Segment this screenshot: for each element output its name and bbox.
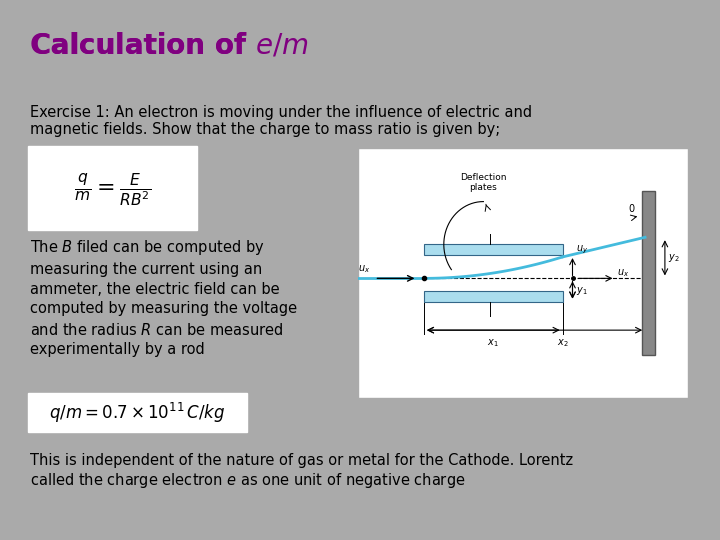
Text: Exercise 1: An electron is moving under the influence of electric and
magnetic f: Exercise 1: An electron is moving under … — [30, 105, 532, 137]
Polygon shape — [424, 291, 562, 301]
Text: Calculation of $\it{e/m}$: Calculation of $\it{e/m}$ — [30, 32, 309, 60]
Text: $x_2$: $x_2$ — [557, 338, 568, 349]
Text: Calculation of: Calculation of — [30, 32, 256, 60]
Text: $y_1$: $y_1$ — [576, 285, 588, 297]
Text: 0: 0 — [629, 204, 635, 214]
Text: $u_y$: $u_y$ — [576, 244, 588, 256]
Text: This is independent of the nature of gas or metal for the Cathode. Lorentz
calle: This is independent of the nature of gas… — [30, 453, 573, 490]
Text: $u_x$: $u_x$ — [358, 263, 370, 275]
Text: $q / m = 0.7 \times 10^{11}\, C / kg$: $q / m = 0.7 \times 10^{11}\, C / kg$ — [49, 401, 225, 425]
Text: Deflection
plates: Deflection plates — [460, 173, 507, 192]
Text: $\frac{q}{m} = \frac{E}{RB^2}$: $\frac{q}{m} = \frac{E}{RB^2}$ — [74, 171, 152, 209]
FancyBboxPatch shape — [28, 146, 197, 230]
Text: The $B$ filed can be computed by
measuring the current using an
ammeter, the ele: The $B$ filed can be computed by measuri… — [30, 238, 297, 357]
Polygon shape — [642, 191, 655, 355]
FancyBboxPatch shape — [28, 393, 247, 432]
Text: $u_x$: $u_x$ — [617, 267, 629, 279]
FancyBboxPatch shape — [358, 148, 688, 398]
Text: $y_2$: $y_2$ — [668, 252, 680, 264]
Polygon shape — [424, 245, 562, 255]
Text: $x_1$: $x_1$ — [487, 338, 499, 349]
